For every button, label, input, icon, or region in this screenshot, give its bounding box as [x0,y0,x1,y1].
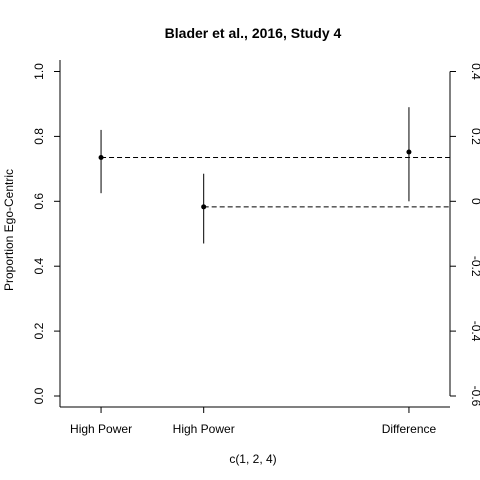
right-axis-tick-label: -0.2 [469,256,480,277]
left-axis-tick-label: 0.8 [32,128,46,145]
left-axis-tick-label: 0.4 [32,258,46,275]
right-axis-tick-label: 0 [469,198,480,205]
left-axis-tick-label: 0.0 [32,387,46,404]
data-point [98,154,104,160]
x-axis-tick-label: Difference [382,422,437,436]
data-point [201,204,207,210]
left-axis-tick-label: 1.0 [32,63,46,80]
right-axis-tick-label: -0.6 [469,386,480,407]
chart-title: Blader et al., 2016, Study 4 [165,25,342,41]
left-axis-tick-label: 0.6 [32,193,46,210]
left-axis-tick-label: 0.2 [32,322,46,339]
x-axis-tick-label: High Power [173,422,235,436]
right-axis-tick-label: -0.4 [469,321,480,342]
y-axis-label: Proportion Ego-Centric [2,169,16,291]
plot-area: 0.0 0.2 0.4 0.6 0.8 1.0 -0.6 -0.4 -0.2 0 0.2 0.4 Hig… [32,60,480,436]
data-point [406,149,412,155]
right-axis-tick-label: 0.4 [469,63,480,80]
x-axis-tick-label: High Power [70,422,132,436]
x-axis-label: c(1, 2, 4) [229,452,276,466]
right-axis-tick-label: 0.2 [469,128,480,145]
